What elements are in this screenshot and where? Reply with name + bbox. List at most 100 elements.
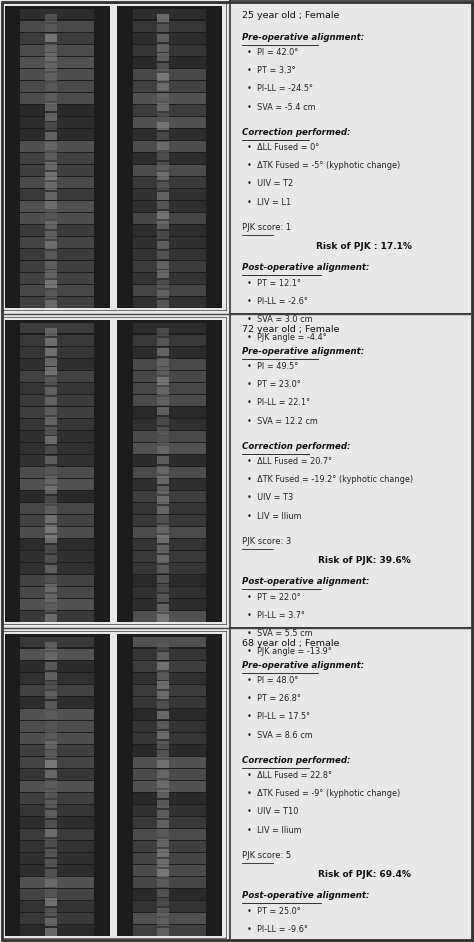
- Bar: [133, 889, 206, 900]
- Bar: [20, 697, 94, 707]
- Bar: [157, 270, 169, 279]
- Bar: [20, 769, 94, 780]
- Bar: [20, 105, 94, 116]
- Bar: [45, 281, 57, 288]
- Bar: [133, 769, 206, 780]
- Bar: [133, 153, 206, 164]
- Bar: [157, 202, 169, 209]
- Bar: [20, 285, 94, 296]
- Bar: [45, 760, 57, 769]
- Bar: [133, 551, 206, 562]
- Bar: [157, 691, 169, 699]
- Bar: [45, 261, 57, 268]
- Bar: [45, 908, 57, 917]
- Bar: [133, 141, 206, 152]
- Text: •  SVA = 12.2 cm: • SVA = 12.2 cm: [247, 416, 318, 426]
- Bar: [45, 820, 57, 828]
- Bar: [157, 526, 169, 533]
- Text: •  PJK angle = -4.4°: • PJK angle = -4.4°: [247, 333, 327, 342]
- Bar: [157, 800, 169, 808]
- Bar: [157, 34, 169, 41]
- Bar: [45, 790, 57, 798]
- Bar: [133, 382, 206, 394]
- Bar: [45, 43, 57, 52]
- Bar: [133, 334, 206, 346]
- Bar: [20, 587, 94, 598]
- Bar: [5, 634, 110, 936]
- Bar: [45, 515, 57, 524]
- Bar: [45, 652, 57, 659]
- Bar: [45, 122, 57, 131]
- Bar: [45, 191, 57, 200]
- Bar: [45, 24, 57, 32]
- Bar: [157, 495, 169, 504]
- Bar: [133, 528, 206, 538]
- Bar: [20, 57, 94, 68]
- Bar: [45, 486, 57, 494]
- Text: •  UIV = T10: • UIV = T10: [247, 807, 298, 817]
- Bar: [157, 191, 169, 200]
- Bar: [157, 661, 169, 670]
- Bar: [157, 387, 169, 395]
- Bar: [20, 576, 94, 586]
- Bar: [157, 751, 169, 758]
- Bar: [20, 841, 94, 852]
- Bar: [133, 419, 206, 430]
- Bar: [20, 153, 94, 164]
- Bar: [45, 93, 57, 101]
- Bar: [20, 117, 94, 128]
- Bar: [45, 476, 57, 484]
- Bar: [157, 584, 169, 593]
- Bar: [157, 182, 169, 189]
- Bar: [157, 506, 169, 513]
- Bar: [157, 535, 169, 544]
- Bar: [133, 165, 206, 176]
- Bar: [133, 33, 206, 43]
- Bar: [157, 142, 169, 150]
- Bar: [20, 69, 94, 80]
- Text: •  PJK angle = -13.9°: • PJK angle = -13.9°: [247, 647, 332, 657]
- Bar: [45, 397, 57, 405]
- Bar: [133, 914, 206, 924]
- Bar: [133, 298, 206, 308]
- Text: Pre-operative alignment:: Pre-operative alignment:: [242, 661, 365, 670]
- Text: •  SVA = 5.5 cm: • SVA = 5.5 cm: [247, 629, 312, 638]
- Bar: [133, 395, 206, 406]
- Bar: [157, 162, 169, 170]
- Text: Correction performed:: Correction performed:: [242, 128, 351, 137]
- Bar: [157, 899, 169, 906]
- Bar: [133, 57, 206, 68]
- Bar: [133, 637, 206, 647]
- Bar: [45, 348, 57, 356]
- Bar: [20, 323, 94, 333]
- Bar: [133, 21, 206, 31]
- Bar: [133, 81, 206, 91]
- Bar: [20, 467, 94, 478]
- Text: •  PI-LL = 22.1°: • PI-LL = 22.1°: [247, 398, 310, 408]
- Bar: [133, 347, 206, 358]
- Bar: [20, 660, 94, 672]
- Bar: [45, 416, 57, 425]
- Bar: [20, 914, 94, 924]
- Text: •  PT = 3.3°: • PT = 3.3°: [247, 66, 296, 75]
- Bar: [45, 535, 57, 544]
- Bar: [157, 771, 169, 778]
- Bar: [133, 455, 206, 465]
- Bar: [157, 281, 169, 288]
- Bar: [133, 576, 206, 586]
- Bar: [20, 21, 94, 31]
- Bar: [133, 587, 206, 598]
- Bar: [133, 673, 206, 684]
- Bar: [20, 528, 94, 538]
- Bar: [157, 731, 169, 739]
- Bar: [45, 731, 57, 739]
- Bar: [45, 407, 57, 414]
- Bar: [133, 237, 206, 248]
- Bar: [157, 476, 169, 484]
- Bar: [157, 221, 169, 229]
- Bar: [157, 113, 169, 121]
- Bar: [157, 790, 169, 798]
- Bar: [45, 672, 57, 679]
- Bar: [133, 93, 206, 104]
- Bar: [157, 888, 169, 897]
